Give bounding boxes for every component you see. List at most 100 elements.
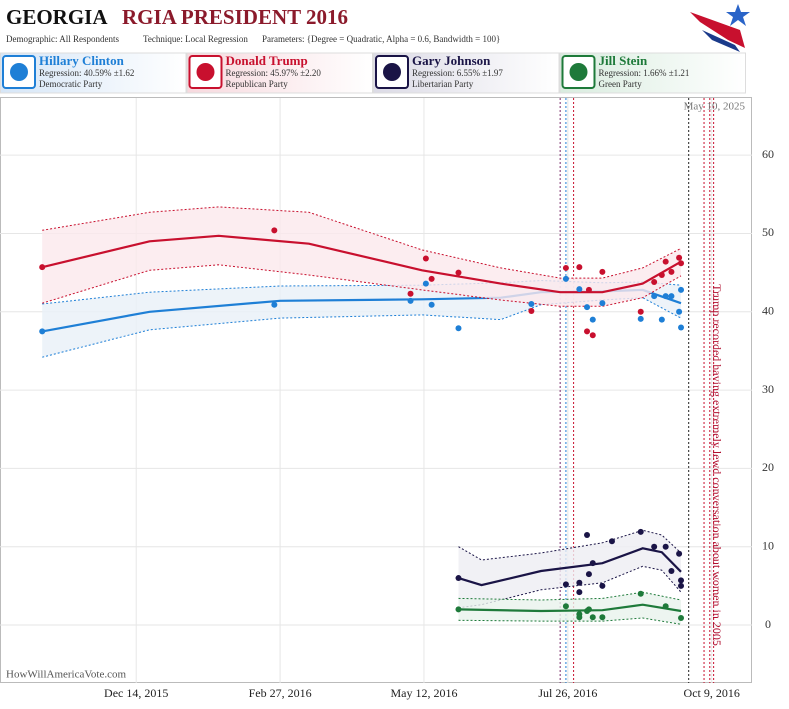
legend-regression: Regression: 45.97% ±2.20 bbox=[226, 68, 322, 78]
y-tick-label: 0 bbox=[765, 617, 771, 631]
credit: HowWillAmericaVote.com bbox=[6, 669, 126, 681]
poll-point bbox=[662, 258, 669, 265]
legend-party: Democratic Party bbox=[39, 79, 103, 89]
poll-point bbox=[585, 571, 592, 578]
poll-point bbox=[422, 255, 429, 262]
legend-name: Hillary Clinton bbox=[39, 53, 125, 68]
poll-point bbox=[528, 308, 535, 315]
poll-point bbox=[576, 614, 583, 621]
poll-point bbox=[528, 300, 535, 307]
confidence-band bbox=[458, 592, 681, 625]
poll-point bbox=[455, 325, 462, 332]
x-tick-label: Jul 26, 2016 bbox=[538, 686, 597, 700]
legend-name: Jill Stein bbox=[599, 53, 649, 68]
poll-point bbox=[562, 581, 569, 588]
poll-point bbox=[584, 328, 591, 335]
band-upper bbox=[458, 529, 682, 561]
legend-icon-shape bbox=[196, 63, 215, 81]
band-lower bbox=[42, 264, 682, 307]
plot: 0 10 20 30 40 50 60 Dec 14, 2015 Feb 27, 2016 May… bbox=[0, 98, 774, 700]
poll-point bbox=[676, 254, 683, 261]
poll-point bbox=[676, 308, 683, 315]
poll-point bbox=[662, 603, 669, 610]
poll-point bbox=[662, 543, 669, 550]
poll-point bbox=[576, 264, 583, 271]
poll-point bbox=[455, 575, 462, 582]
poll-point bbox=[651, 543, 658, 550]
poll-point bbox=[271, 227, 278, 234]
poll-point bbox=[668, 293, 675, 300]
x-tick-label: May 12, 2016 bbox=[390, 686, 457, 700]
poll-point bbox=[678, 615, 685, 621]
legend-regression: Regression: 6.55% ±1.97 bbox=[412, 68, 503, 78]
poll-point bbox=[599, 614, 606, 621]
poll-point bbox=[678, 577, 685, 584]
poll-point bbox=[658, 316, 665, 323]
poll-point bbox=[676, 550, 683, 557]
date-stamp: May 10, 2025 bbox=[684, 101, 746, 113]
poll-point bbox=[651, 279, 658, 286]
poll-point bbox=[428, 301, 435, 308]
poll-point bbox=[599, 582, 606, 589]
legend-icon-shape bbox=[569, 63, 588, 81]
legend-party: Libertarian Party bbox=[412, 79, 474, 89]
y-tick-label: 20 bbox=[762, 460, 774, 474]
annotation: Trump recorded having extremely lewd con… bbox=[710, 284, 724, 646]
y-tick-label: 30 bbox=[762, 382, 774, 396]
band-lower bbox=[458, 565, 682, 609]
legend-regression: Regression: 1.66% ±1.21 bbox=[599, 68, 690, 78]
x-tick-label: Feb 27, 2016 bbox=[249, 686, 312, 700]
poll-point bbox=[678, 582, 685, 589]
band-upper bbox=[42, 206, 682, 279]
poll-point bbox=[271, 301, 278, 308]
poll-point bbox=[562, 603, 569, 610]
band-upper bbox=[458, 591, 682, 601]
poll-point bbox=[576, 579, 583, 586]
poll-point bbox=[637, 590, 644, 597]
legend-name: Donald Trump bbox=[226, 53, 308, 68]
poll-point bbox=[39, 328, 46, 335]
poll-point bbox=[668, 268, 675, 275]
setting: Technique: Local Regression bbox=[143, 34, 248, 44]
poll-point bbox=[662, 293, 669, 300]
regression-line bbox=[41, 234, 682, 294]
poll-point bbox=[589, 332, 596, 339]
poll-point bbox=[637, 315, 644, 322]
legend-party: Green Party bbox=[599, 79, 643, 89]
y-tick-label: 60 bbox=[762, 147, 774, 161]
poll-point bbox=[455, 269, 462, 276]
title-state: GEORGIA bbox=[6, 5, 108, 29]
poll-point bbox=[658, 271, 665, 278]
legend-icon-shape bbox=[10, 63, 28, 81]
poll-point bbox=[678, 286, 685, 293]
legend-party: Republican Party bbox=[226, 79, 289, 89]
poll-point bbox=[407, 290, 414, 297]
regression-line bbox=[458, 547, 682, 587]
legend-icon-shape bbox=[383, 63, 401, 81]
poll-point bbox=[455, 606, 462, 613]
regression-line bbox=[458, 603, 682, 613]
poll-point bbox=[668, 568, 675, 575]
poll-point bbox=[562, 264, 569, 271]
poll-point bbox=[651, 293, 658, 300]
poll-point bbox=[407, 297, 414, 304]
legend-name: Gary Johnson bbox=[412, 53, 491, 68]
setting: Parameters: {Degree = Quadratic, Alpha =… bbox=[262, 34, 500, 44]
poll-point bbox=[608, 538, 615, 545]
poll-point bbox=[428, 275, 435, 282]
poll-point bbox=[599, 300, 606, 307]
poll-point bbox=[576, 589, 583, 596]
poll-point bbox=[576, 286, 583, 293]
poll-point bbox=[562, 275, 569, 282]
poll-point bbox=[637, 308, 644, 315]
poll-point bbox=[589, 614, 596, 621]
poll-point bbox=[589, 560, 596, 567]
poll-point bbox=[599, 268, 606, 275]
confidence-band bbox=[458, 530, 681, 608]
x-tick-label: Dec 14, 2015 bbox=[104, 686, 168, 700]
poll-point bbox=[678, 260, 685, 267]
poll-point bbox=[585, 606, 592, 613]
